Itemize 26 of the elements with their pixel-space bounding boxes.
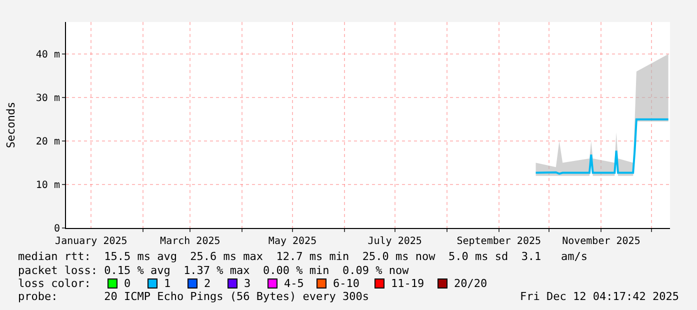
y-tick-label: 20 m	[36, 136, 60, 148]
text: 6-10	[333, 277, 360, 290]
y-tick-label: 30 m	[36, 93, 60, 104]
text: loss color:	[18, 277, 91, 290]
text: 2	[204, 277, 211, 290]
text: 0	[124, 277, 131, 290]
line-series	[534, 118, 670, 175]
x-tick-label: May 2025	[268, 236, 317, 247]
text: packet loss: 0.15 % avg 1.37 % max 0.00 % min 0.09 % now	[18, 264, 410, 277]
x-tick-label: July 2025	[368, 236, 422, 247]
text: 4-5	[284, 277, 304, 290]
text: 11-19	[391, 277, 424, 290]
text: Fri Dec 12 04:17:42 2025	[520, 290, 679, 303]
text: 1	[164, 277, 171, 290]
y-tick-label: 40 m	[36, 50, 60, 61]
y-tick-label: 0	[54, 224, 60, 234]
text: 3	[244, 277, 251, 290]
text: probe: 20 ICMP Echo Pings (56 Bytes) every 300s	[18, 290, 369, 303]
x-tick-label: March 2025	[160, 236, 220, 247]
y-tick-label: 10 m	[36, 180, 60, 192]
text: median rtt: 15.5 ms avg 25.6 ms max 12.7 ms min 25.0 ms now 5.0 ms sd 3.1 am/s	[18, 250, 588, 263]
y-axis-title: Seconds	[4, 102, 18, 148]
x-tick-label: January 2025	[55, 236, 128, 247]
text: 20/20	[454, 277, 488, 290]
x-tick-label: September 2025	[456, 236, 542, 247]
x-tick-label: November 2025	[562, 236, 640, 247]
